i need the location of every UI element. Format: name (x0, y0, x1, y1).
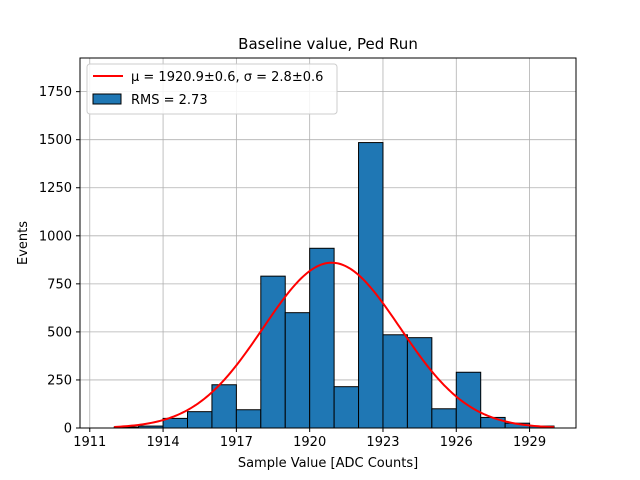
legend-histogram-label: RMS = 2.73 (131, 93, 208, 108)
x-tick-label: 1923 (366, 435, 399, 450)
x-tick-label: 1926 (440, 435, 473, 450)
histogram-bar (309, 247, 335, 429)
x-tick-label: 1911 (73, 435, 106, 450)
y-tick-label: 750 (47, 277, 72, 292)
histogram-bar (284, 312, 311, 429)
legend-box (86, 63, 338, 115)
histogram-bar (431, 408, 457, 429)
histogram-bar (406, 337, 433, 429)
y-tick-label: 1000 (39, 229, 72, 244)
y-tick-label: 0 (64, 422, 72, 437)
legend-histogram-swatch (92, 93, 122, 105)
y-tick-label: 1250 (39, 181, 72, 196)
histogram-bar (235, 409, 262, 429)
y-tick-label: 500 (47, 325, 72, 340)
histogram-bar (187, 411, 213, 429)
x-tick-label: 1917 (220, 435, 253, 450)
x-axis-ticks: 1911 1914 1917 1920 1923 1926 1929 (73, 428, 546, 450)
histogram-bar (358, 142, 384, 429)
histogram-bar (480, 416, 506, 429)
x-axis-label: Sample Value [ADC Counts] (238, 456, 418, 471)
legend: μ = 1920.9±0.6, σ = 2.8±0.6 RMS = 2.73 (86, 63, 338, 115)
x-tick-label: 1929 (513, 435, 546, 450)
y-tick-label: 250 (47, 373, 72, 388)
legend-fit-label: μ = 1920.9±0.6, σ = 2.8±0.6 (131, 70, 323, 85)
chart-title: Baseline value, Ped Run (238, 35, 418, 53)
histogram-bar (211, 384, 237, 429)
y-axis-label: Events (16, 221, 31, 265)
y-axis-ticks: 0 250 500 750 1000 1250 1500 1750 (39, 85, 80, 437)
histogram-bar (382, 334, 408, 429)
gaussian-fit-curve (114, 261, 555, 429)
plot-frame (79, 57, 577, 429)
histogram-bar (333, 386, 360, 429)
y-tick-label: 1750 (39, 85, 72, 100)
histogram-bar (260, 275, 286, 429)
x-tick-label: 1920 (293, 435, 326, 450)
y-tick-label: 1500 (39, 133, 72, 148)
x-tick-label: 1914 (147, 435, 180, 450)
